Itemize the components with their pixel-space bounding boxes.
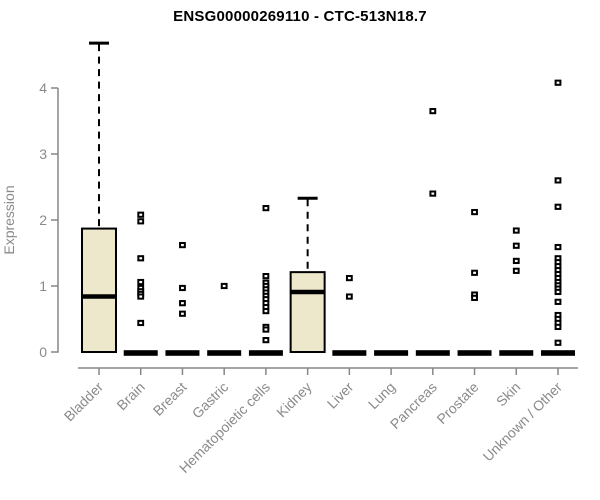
x-category-label: Prostate [433,379,481,427]
y-tick-label: 2 [39,212,47,228]
outlier-point [179,310,186,317]
collapsed-box-11 [540,350,575,356]
outlier-point [512,267,520,274]
outlier-point [262,326,270,333]
collapsed-box-8 [415,350,450,356]
outlier-point [554,203,562,210]
outlier-point [429,190,437,197]
outlier-point [471,294,478,301]
outlier-point [471,269,478,276]
x-category-label: Skin [493,379,524,410]
box-5 [289,271,326,354]
outlier-point [262,273,270,280]
outlier-point [137,218,145,225]
y-tick-label: 4 [39,80,47,96]
x-category-label: Lung [365,379,398,412]
collapsed-box-9 [457,350,492,356]
collapsed-box-6 [332,350,367,356]
outlier-point [345,274,353,282]
collapsed-box-1 [123,350,158,356]
outlier-point [179,284,186,292]
x-category-label: Unknown / Other [480,379,566,465]
outlier-point [345,293,353,300]
outlier-point [137,319,145,327]
outlier-point [262,307,270,315]
outlier-point [554,79,562,86]
collapsed-box-7 [374,350,409,356]
x-category-label: Breast [150,379,190,419]
outlier-point [554,298,562,305]
outlier-point [554,323,562,331]
box-0 [81,227,117,353]
y-tick-label: 3 [39,146,47,162]
outlier-point [137,278,145,286]
collapsed-box-3 [207,350,242,356]
collapsed-box-2 [165,350,200,356]
outlier-point [554,243,562,251]
x-category-label: Liver [324,379,357,412]
outlier-point [137,211,145,218]
outlier-point [471,208,478,216]
x-category-label: Kidney [273,379,315,421]
outlier-point [554,177,562,184]
outlier-point [262,205,270,212]
x-category-label: Bladder [61,379,107,425]
outlier-point [512,257,520,265]
outlier-point [554,288,562,296]
collapsed-box-4 [248,350,283,356]
outlier-point [137,255,145,262]
outlier-point [262,337,270,344]
outlier-point [179,241,186,249]
y-tick-label: 0 [39,344,47,360]
outlier-point [554,339,562,346]
chart-title: ENSG00000269110 - CTC-513N18.7 [173,8,427,25]
outlier-point [220,282,228,290]
outlier-point [512,227,520,234]
outlier-point [137,293,145,300]
x-category-label: Brain [113,379,147,413]
outlier-point [429,108,437,115]
outlier-point [179,300,186,307]
outlier-point [512,242,520,249]
y-tick-label: 1 [39,278,47,294]
collapsed-box-10 [499,350,534,356]
